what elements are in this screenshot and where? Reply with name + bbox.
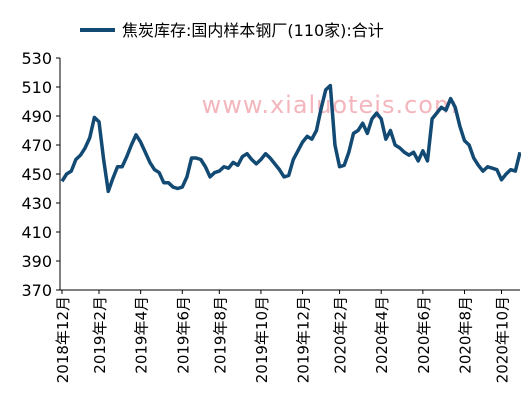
x-tick-label: 2019年8月 [211, 296, 229, 374]
x-tick-label: 2018年12月 [54, 296, 72, 383]
x-tick-label: 2019年12月 [295, 296, 313, 383]
x-tick-label: 2020年2月 [332, 296, 350, 374]
x-tick-label: 2020年10月 [493, 296, 511, 383]
y-tick-label: 410 [21, 223, 52, 242]
y-tick-label: 510 [21, 78, 52, 97]
y-tick-label: 470 [21, 136, 52, 155]
data-line [60, 83, 521, 194]
x-tick-label: 2019年6月 [174, 296, 192, 374]
x-tick-label: 2019年4月 [133, 296, 151, 374]
x-tick-label: 2020年4月 [373, 296, 391, 374]
y-tick-label: 430 [21, 194, 52, 213]
x-tick-label: 2020年8月 [456, 296, 474, 374]
y-tick-label: 450 [21, 165, 52, 184]
x-tick-label: 2020年6月 [415, 296, 433, 374]
y-tick-label: 530 [21, 49, 52, 68]
x-tick-label: 2019年10月 [253, 296, 271, 383]
legend-label: 焦炭库存:国内样本钢厂(110家):合计 [122, 21, 384, 40]
y-tick-label: 390 [21, 252, 52, 271]
x-tick-label: 2019年2月 [91, 296, 109, 374]
y-tick-label: 370 [21, 281, 52, 300]
y-tick-label: 490 [21, 107, 52, 126]
